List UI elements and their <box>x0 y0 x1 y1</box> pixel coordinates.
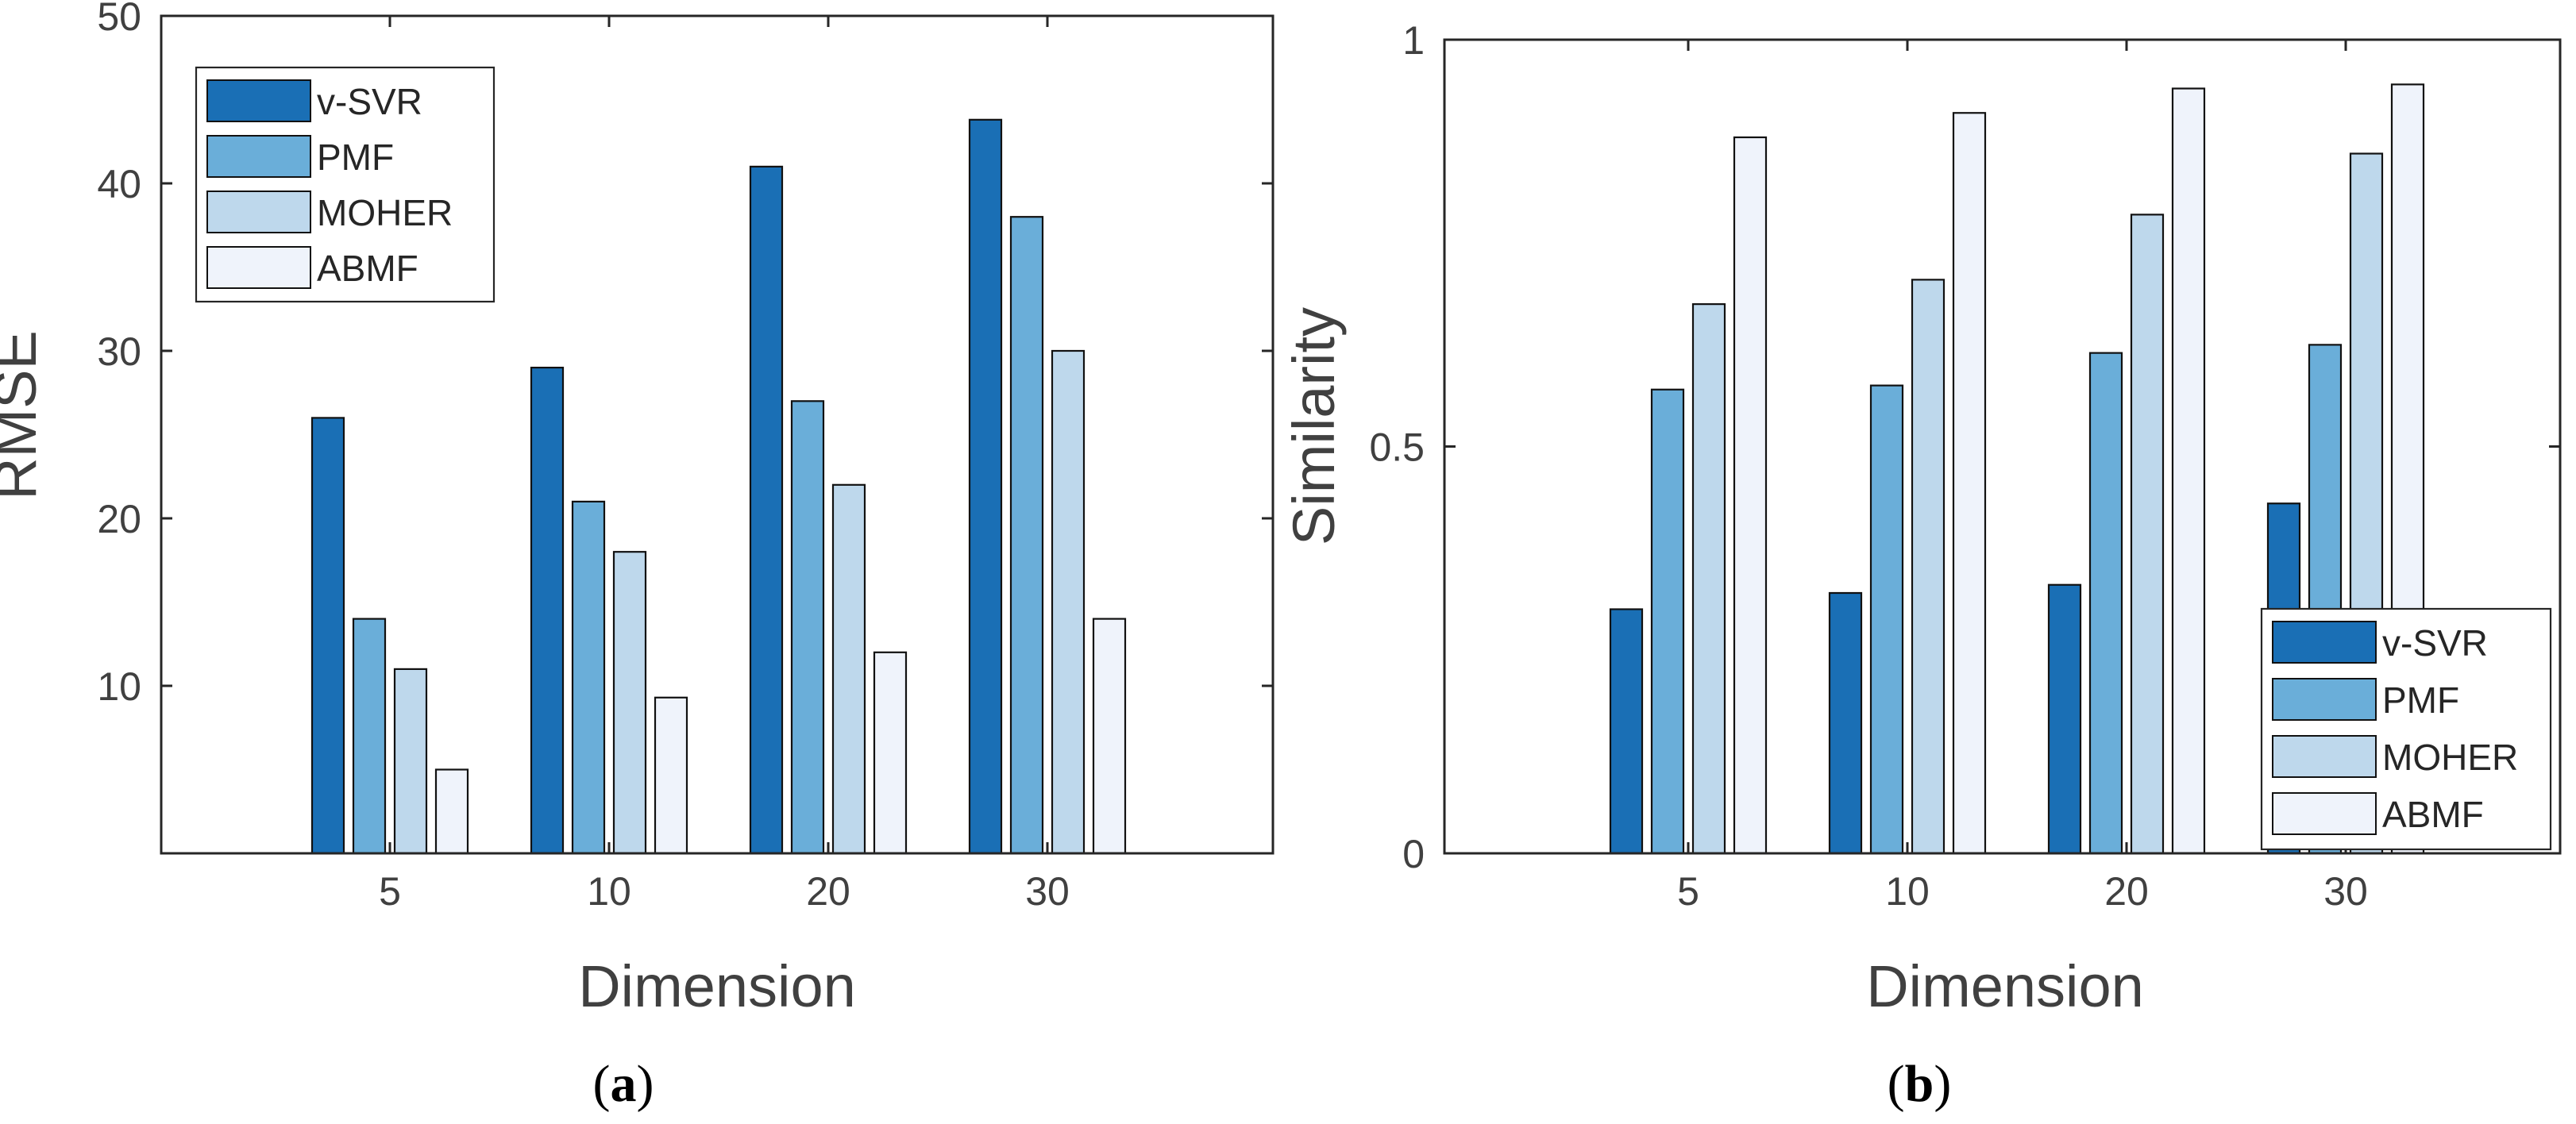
panel-a-y-tick-labels: 10 20 30 40 50 <box>97 0 141 709</box>
panel-b-x-axis-label: Dimension <box>1866 953 2144 1019</box>
legend-label-v-svr: v-SVR <box>2382 622 2488 664</box>
bar-moher-dim-20 <box>2130 214 2165 855</box>
bar-abmf-dim-5 <box>434 768 469 855</box>
panel-a-x-tick-labels: 5 10 20 30 <box>379 869 1070 914</box>
x-tick-label: 20 <box>2104 869 2149 914</box>
legend-swatch-abmf <box>2272 792 2377 835</box>
legend-label-pmf: PMF <box>2382 679 2459 721</box>
bar-moher-dim-10 <box>1911 279 1945 855</box>
y-tick-label: 40 <box>97 162 141 206</box>
panel-a-axes-box <box>160 14 1275 855</box>
y-tick-label: 10 <box>97 664 141 709</box>
panel-b-similarity-chart: 00.51 5 10 20 30 Dimension Similarity v-SVR… <box>1281 18 2562 1113</box>
bar-moher-dim-5 <box>393 668 428 855</box>
bar-v-svr-dim-10 <box>1828 591 1863 855</box>
bar-abmf-dim-5 <box>1733 136 1768 855</box>
y-tick-label: 0.5 <box>1369 425 1425 470</box>
bar-v-svr-dim-5 <box>1609 608 1644 855</box>
bar-pmf-dim-20 <box>790 400 825 855</box>
panel-a-caption: (a) <box>593 1055 654 1113</box>
panel-b-x-tick-labels: 5 10 20 30 <box>1677 869 2368 914</box>
bar-moher-dim-20 <box>831 483 866 855</box>
legend-swatch-v-svr <box>206 79 311 122</box>
bar-v-svr-dim-5 <box>310 417 345 855</box>
x-tick-label: 10 <box>1885 869 1930 914</box>
bar-v-svr-dim-20 <box>749 165 784 855</box>
y-tick-label: 1 <box>1402 18 1425 63</box>
legend-label-v-svr: v-SVR <box>317 81 422 122</box>
bar-pmf-dim-20 <box>2088 352 2123 855</box>
bar-pmf-dim-30 <box>1009 216 1044 855</box>
panel-b-y-axis-label: Similarity <box>1281 307 1347 545</box>
y-tick-label: 0 <box>1402 832 1425 876</box>
y-tick-label: 20 <box>97 497 141 541</box>
x-tick-label: 5 <box>379 869 401 914</box>
x-tick-label: 10 <box>587 869 631 914</box>
panel-b-tick-marks <box>1444 38 2560 855</box>
legend-swatch-abmf <box>206 246 311 289</box>
bar-pmf-dim-5 <box>352 618 387 855</box>
bar-abmf-dim-30 <box>1092 618 1127 855</box>
x-tick-label: 30 <box>2323 869 2368 914</box>
panel-b-legend: v-SVR PMF MOHER ABMF <box>2260 607 2552 851</box>
bar-abmf-dim-20 <box>873 651 908 855</box>
legend-label-abmf: ABMF <box>317 248 418 289</box>
bar-v-svr-dim-30 <box>968 118 1003 855</box>
bar-pmf-dim-10 <box>1869 384 1904 855</box>
panel-a-tick-marks <box>161 14 1273 853</box>
legend-swatch-pmf <box>2272 678 2377 721</box>
bar-pmf-dim-10 <box>571 500 606 855</box>
legend-swatch-moher <box>2272 735 2377 778</box>
legend-label-moher: MOHER <box>317 192 453 233</box>
y-tick-label: 50 <box>97 0 141 39</box>
x-tick-label: 20 <box>806 869 850 914</box>
bar-abmf-dim-10 <box>654 696 688 855</box>
bar-pmf-dim-5 <box>1650 388 1685 855</box>
legend-swatch-moher <box>206 191 311 233</box>
bar-moher-dim-5 <box>1691 303 1726 855</box>
panel-a-x-axis-label: Dimension <box>578 953 856 1019</box>
bar-v-svr-dim-20 <box>2047 583 2082 855</box>
legend-label-pmf: PMF <box>317 137 394 178</box>
panel-b-y-tick-labels: 00.51 <box>1369 18 1425 876</box>
bar-v-svr-dim-10 <box>530 367 565 855</box>
bar-abmf-dim-20 <box>2171 87 2206 855</box>
panel-a-y-axis-label: RMSE <box>0 330 48 500</box>
bar-moher-dim-10 <box>612 551 647 855</box>
legend-label-moher: MOHER <box>2382 737 2518 778</box>
panel-b-caption: (b) <box>1888 1055 1952 1113</box>
bar-abmf-dim-10 <box>1952 112 1987 855</box>
x-tick-label: 30 <box>1025 869 1070 914</box>
legend-label-abmf: ABMF <box>2382 794 2484 835</box>
bar-moher-dim-30 <box>1051 349 1086 855</box>
legend-swatch-v-svr <box>2272 621 2377 664</box>
x-tick-label: 5 <box>1677 869 1699 914</box>
y-tick-label: 30 <box>97 329 141 374</box>
panel-a-legend: v-SVR PMF MOHER ABMF <box>195 66 496 303</box>
panel-a-rmse-chart: 10 20 30 40 50 5 10 20 30 Dimension RMSE v-SVR P… <box>0 0 1275 1113</box>
legend-swatch-pmf <box>206 135 311 178</box>
